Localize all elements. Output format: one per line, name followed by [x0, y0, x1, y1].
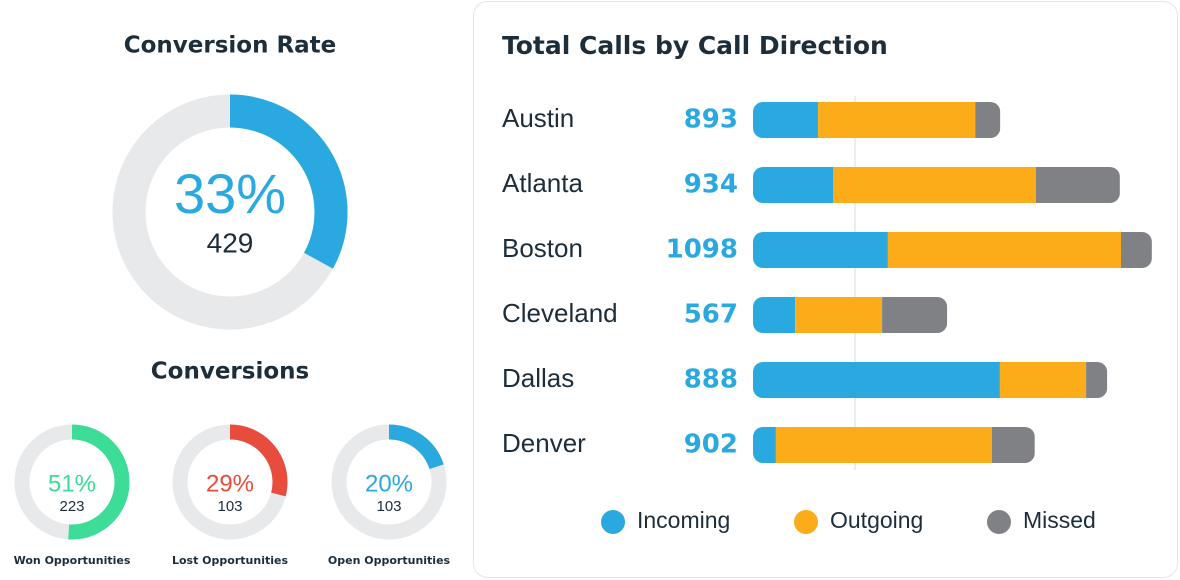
- category-label: Boston: [502, 233, 583, 263]
- total-label: 934: [684, 170, 738, 200]
- legend-swatch: [987, 510, 1011, 534]
- bar-segment: [753, 102, 819, 138]
- donut-count: 429: [207, 227, 254, 258]
- legend-label: Missed: [1023, 507, 1096, 533]
- bar-segment: [753, 362, 1000, 398]
- donut-label: Lost Opportunities: [172, 554, 288, 567]
- bar-segment: [991, 427, 1035, 463]
- donut-value: 29%: [206, 470, 254, 497]
- chart-title: Conversion Rate: [124, 33, 337, 59]
- total-label: 902: [684, 430, 738, 460]
- bar-row: [753, 232, 1152, 268]
- donut-value: 51%: [48, 470, 96, 497]
- bar-segment: [882, 297, 948, 333]
- donut-count: 103: [217, 498, 242, 515]
- bar-segment: [1035, 167, 1120, 203]
- bar-segment: [833, 167, 1036, 203]
- legend-label: Outgoing: [830, 507, 923, 533]
- donut-count: 103: [376, 498, 401, 515]
- card: [473, 1, 1178, 578]
- bar-row: [753, 427, 1035, 463]
- section-title: Conversions: [151, 359, 309, 385]
- bar-segment: [753, 232, 888, 268]
- bar-segment: [999, 362, 1087, 398]
- bar-segment: [753, 427, 776, 463]
- donut-arc: [331, 424, 447, 540]
- donut-count: 223: [59, 498, 84, 515]
- donut-arc: [172, 424, 288, 540]
- bar-segment: [975, 102, 1001, 138]
- total-label: 567: [684, 300, 738, 330]
- donut-label: Won Opportunities: [14, 554, 131, 567]
- legend-label: Incoming: [637, 507, 730, 533]
- donut-arc: [14, 424, 130, 540]
- bar-row: [753, 102, 1001, 138]
- donut-arc: [112, 94, 348, 330]
- bar-segment: [795, 297, 883, 333]
- donut-label: Open Opportunities: [328, 554, 451, 567]
- category-label: Denver: [502, 428, 586, 458]
- total-label: 1098: [666, 235, 738, 265]
- bar-row: [753, 297, 948, 333]
- bar-row: [753, 167, 1120, 203]
- total-label: 888: [684, 365, 738, 395]
- donut-value: 33%: [174, 162, 286, 225]
- category-label: Dallas: [502, 363, 574, 393]
- bar-row: [753, 362, 1108, 398]
- bar-segment: [753, 297, 796, 333]
- bar-segment: [775, 427, 992, 463]
- bar-segment: [818, 102, 976, 138]
- bar-segment: [1086, 362, 1108, 398]
- category-label: Cleveland: [502, 298, 618, 328]
- bar-segment: [1121, 232, 1152, 268]
- category-label: Austin: [502, 103, 574, 133]
- donut-value: 20%: [365, 470, 413, 497]
- legend-swatch: [601, 510, 625, 534]
- bar-segment: [753, 167, 833, 203]
- total-label: 893: [684, 105, 738, 135]
- bar-segment: [887, 232, 1121, 268]
- chart-title: Total Calls by Call Direction: [502, 31, 888, 60]
- legend-swatch: [794, 510, 818, 534]
- category-label: Atlanta: [502, 168, 583, 198]
